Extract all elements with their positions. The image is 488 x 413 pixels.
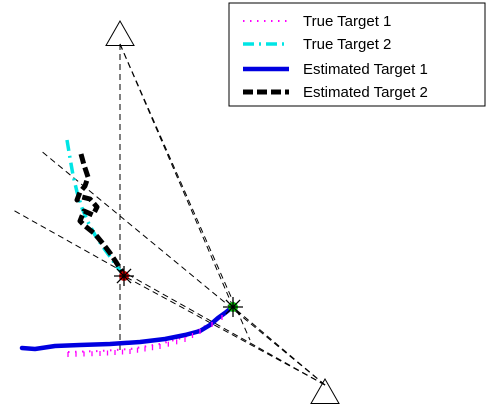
legend-label-true-target-2: True Target 2 [303,36,391,53]
estimate-star-marker [114,266,134,286]
legend-label-estimated-target-1: Estimated Target 1 [303,61,428,78]
estimate-star-marker [223,297,243,317]
series-layer [19,139,236,357]
legend: True Target 1 True Target 2 Estimated Ta… [228,2,486,107]
legend-entry-estimated-target-2: Estimated Target 2 [243,84,428,101]
series-line-estimated-target-2 [74,153,127,278]
legend-entry-true-target-1: True Target 1 [243,13,391,30]
sensor-triangle-marker [310,377,340,404]
bearing-line [232,306,326,386]
legend-entry-true-target-2: True Target 2 [243,36,391,53]
bearing-line [119,43,234,308]
series-line-true-target-1 [67,307,233,353]
bearing-line [123,275,326,386]
estimate-star-ray [225,299,241,315]
sensor-triangle-marker [105,19,135,46]
bearing-line [39,149,326,386]
marker-layer [105,19,340,404]
estimate-star-ray [116,268,132,284]
bearing-lines [12,43,326,386]
legend-label-true-target-1: True Target 1 [303,13,391,30]
legend-label-estimated-target-2: Estimated Target 2 [303,84,428,101]
legend-entry-estimated-target-1: Estimated Target 1 [243,61,428,78]
series-line-estimated-target-1 [19,304,236,352]
bearing-line [119,43,251,341]
bearing-line [12,209,326,386]
